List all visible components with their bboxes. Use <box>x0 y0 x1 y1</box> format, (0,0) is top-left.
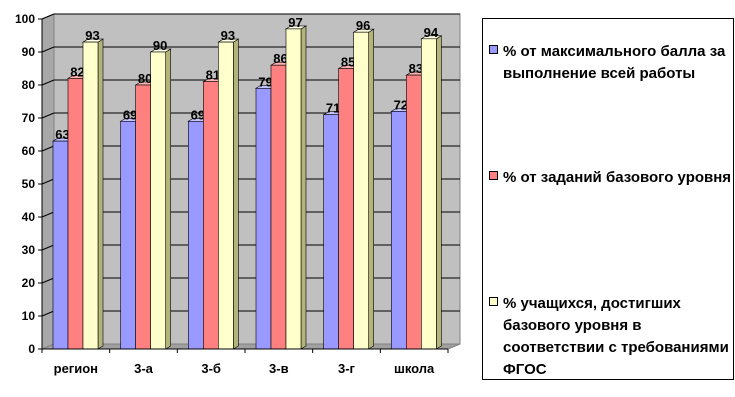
y-tick-label: 90 <box>22 45 36 59</box>
bar <box>285 28 302 350</box>
y-tick-label: 100 <box>15 12 35 26</box>
data-label: 83 <box>409 61 423 76</box>
bar <box>353 31 369 350</box>
bar-side <box>368 28 374 350</box>
gridline-side <box>41 277 55 284</box>
bar <box>406 74 422 350</box>
bar-side <box>97 38 104 350</box>
data-label: 69 <box>191 107 205 122</box>
x-tick-label: 3-г <box>338 361 356 376</box>
legend: % от максимального балла за выполнение в… <box>482 18 734 380</box>
legend-label-series-2: % от заданий базового уровня <box>503 169 732 186</box>
gridline-side <box>41 211 55 218</box>
bar <box>270 64 287 350</box>
bar <box>391 111 407 350</box>
y-tick-label: 0 <box>28 342 35 356</box>
gridline-side <box>41 244 55 251</box>
bar <box>218 41 234 350</box>
gridline-side <box>41 178 55 185</box>
data-label: 93 <box>85 28 99 43</box>
data-label: 79 <box>258 74 272 89</box>
bar <box>255 88 272 350</box>
y-tick-label: 10 <box>22 309 36 323</box>
legend-swatch-series-3 <box>489 297 498 306</box>
legend-label-series-1: % от максимального балла за выполнение в… <box>503 43 726 82</box>
y-tick-label: 30 <box>22 243 36 257</box>
bar <box>323 114 339 350</box>
x-tick-label: 3-а <box>134 361 154 376</box>
data-label: 85 <box>341 55 355 70</box>
x-tick-label: 3-б <box>201 361 221 376</box>
bar <box>67 78 84 350</box>
gridline-side <box>41 13 55 20</box>
data-label: 72 <box>394 97 408 112</box>
data-label: 71 <box>326 101 340 116</box>
bar-side <box>233 38 239 350</box>
data-label: 90 <box>153 38 167 53</box>
y-tick-label: 40 <box>22 210 36 224</box>
gridline-side <box>41 46 55 53</box>
data-label: 80 <box>138 71 152 86</box>
data-label: 93 <box>221 28 235 43</box>
x-tick-label: регион <box>54 361 98 376</box>
bar-side <box>300 25 307 350</box>
x-tick-label: 3-в <box>269 361 289 376</box>
gridline-side <box>41 145 55 152</box>
gridline-side <box>41 112 55 119</box>
bar <box>150 51 166 350</box>
data-label: 94 <box>424 25 439 40</box>
y-tick-label: 60 <box>22 144 36 158</box>
bar <box>120 121 136 350</box>
bar <box>188 121 204 350</box>
legend-swatch-series-1 <box>489 45 498 54</box>
bar <box>135 84 151 350</box>
data-label: 63 <box>55 127 69 142</box>
y-tick-label: 50 <box>22 177 36 191</box>
gridline-side <box>41 310 55 317</box>
y-tick-label: 20 <box>22 276 36 290</box>
bar-side <box>165 48 171 350</box>
bar <box>82 41 99 350</box>
plot-area: 0 10 20 30 40 50 60 70 80 90 100 63 82 93 регион 69 80 90… <box>15 12 461 376</box>
data-label: 82 <box>70 64 84 79</box>
legend-swatch-series-2 <box>489 171 498 180</box>
data-label: 97 <box>288 15 302 30</box>
gridline-side <box>41 79 55 86</box>
y-tick-label: 70 <box>22 111 36 125</box>
bar-side <box>436 35 442 350</box>
bar <box>52 140 69 350</box>
data-label: 81 <box>206 68 220 83</box>
y-tick-label: 80 <box>22 78 36 92</box>
bar <box>338 68 354 350</box>
data-label: 96 <box>356 18 370 33</box>
legend-label-series-3: % учащихся, достигших базового уровня в … <box>503 295 729 378</box>
bar <box>421 38 437 350</box>
x-tick-label: школа <box>394 361 435 376</box>
data-label: 86 <box>273 51 287 66</box>
bar <box>203 81 219 350</box>
data-label: 69 <box>123 107 137 122</box>
